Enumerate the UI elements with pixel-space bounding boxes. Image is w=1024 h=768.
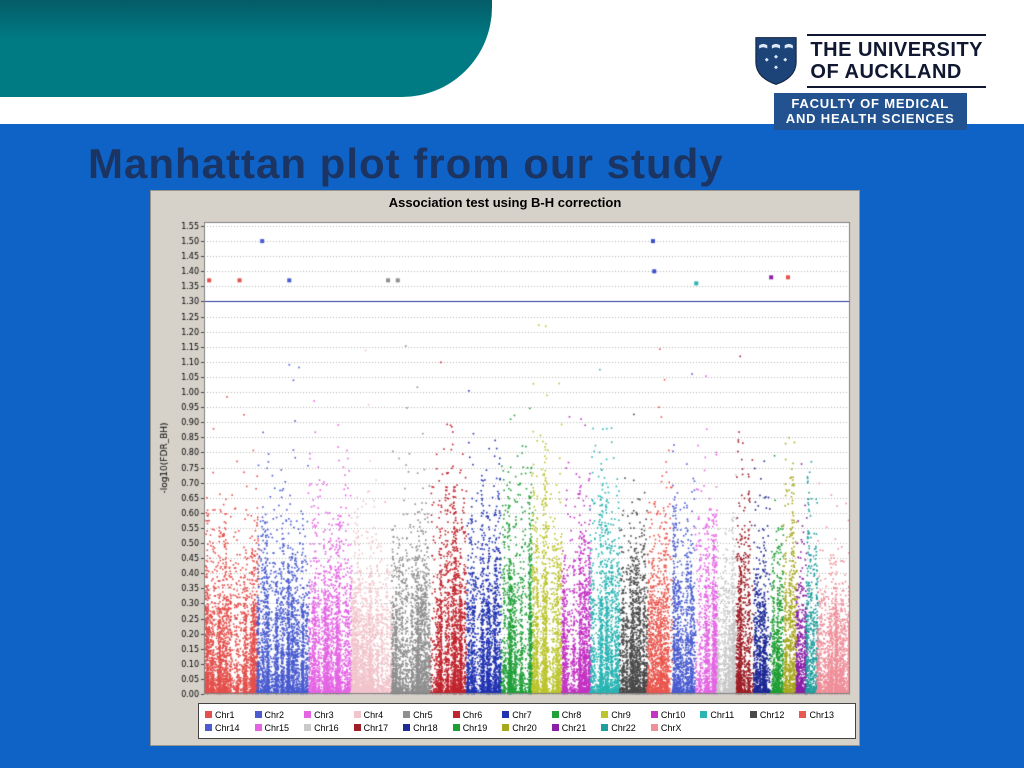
university-crest-icon bbox=[755, 37, 798, 85]
university-logo: THE UNIVERSITY OF AUCKLAND FACULTY OF ME… bbox=[754, 34, 986, 130]
legend-item-chr8: Chr8 bbox=[551, 709, 602, 720]
legend-swatch-icon bbox=[601, 724, 609, 731]
legend-label: Chr10 bbox=[660, 709, 686, 720]
legend-label: Chr18 bbox=[413, 722, 438, 733]
legend-swatch-icon bbox=[502, 724, 510, 731]
legend-item-chr13: Chr13 bbox=[799, 710, 849, 720]
legend-item-chr6: Chr6 bbox=[452, 709, 503, 720]
legend-swatch-icon bbox=[551, 711, 559, 718]
legend-item-chr15: Chr15 bbox=[254, 722, 305, 733]
university-name: THE UNIVERSITY OF AUCKLAND bbox=[807, 34, 986, 88]
legend-swatch-icon bbox=[254, 711, 262, 718]
legend-item-chr4: Chr4 bbox=[353, 709, 404, 720]
legend-label: Chr16 bbox=[314, 722, 339, 733]
legend-swatch-icon bbox=[452, 711, 460, 718]
manhattan-chart-panel: Association test using B-H correction Ch… bbox=[150, 190, 860, 746]
header-band: THE UNIVERSITY OF AUCKLAND FACULTY OF ME… bbox=[0, 0, 1024, 130]
legend-swatch-icon bbox=[205, 724, 212, 731]
legend-label: Chr11 bbox=[710, 709, 735, 720]
legend-item-chr22: Chr22 bbox=[601, 723, 651, 733]
legend-swatch-icon bbox=[749, 711, 757, 718]
legend-swatch-icon bbox=[304, 724, 312, 731]
legend-item-chr16: Chr16 bbox=[304, 723, 354, 733]
legend-item-chr19: Chr19 bbox=[452, 722, 503, 733]
legend-item-chr11: Chr11 bbox=[700, 710, 750, 720]
legend-swatch-icon bbox=[353, 711, 361, 718]
legend-item-chr10: Chr10 bbox=[650, 709, 701, 720]
legend-swatch-icon bbox=[502, 711, 510, 718]
logo-row: THE UNIVERSITY OF AUCKLAND bbox=[754, 34, 986, 88]
legend-label: Chr21 bbox=[561, 722, 587, 733]
legend-label: Chr12 bbox=[759, 709, 785, 720]
legend-swatch-icon bbox=[650, 724, 658, 731]
legend-label: Chr9 bbox=[611, 709, 631, 720]
legend-swatch-icon bbox=[304, 711, 312, 718]
legend-label: Chr7 bbox=[512, 709, 532, 720]
legend-swatch-icon bbox=[601, 711, 609, 718]
manhattan-plot-canvas bbox=[154, 212, 856, 702]
legend-item-chr9: Chr9 bbox=[601, 710, 651, 720]
legend-label: Chr14 bbox=[215, 722, 240, 733]
slide-title: Manhattan plot from our study bbox=[88, 140, 724, 187]
faculty-line2: AND HEALTH SCIENCES bbox=[785, 111, 955, 127]
legend-item-chr2: Chr2 bbox=[254, 709, 305, 720]
legend-swatch-icon bbox=[254, 724, 262, 731]
chart-title: Association test using B-H correction bbox=[388, 195, 622, 210]
legend-label: Chr3 bbox=[314, 709, 334, 720]
legend-label: Chr22 bbox=[611, 722, 636, 733]
legend-swatch-icon bbox=[205, 711, 212, 718]
faculty-line1: FACULTY OF MEDICAL bbox=[791, 96, 950, 111]
legend-label: Chr2 bbox=[264, 709, 285, 720]
faculty-banner: FACULTY OF MEDICAL AND HEALTH SCIENCES bbox=[773, 93, 967, 130]
legend-item-chr21: Chr21 bbox=[551, 722, 602, 733]
legend-swatch-icon bbox=[353, 724, 361, 731]
legend-swatch-icon bbox=[551, 724, 559, 731]
legend-item-chrx: ChrX bbox=[650, 722, 701, 733]
legend-item-chr14: Chr14 bbox=[205, 723, 255, 733]
legend-label: Chr1 bbox=[215, 709, 235, 720]
legend-swatch-icon bbox=[403, 724, 411, 731]
legend-label: Chr20 bbox=[512, 722, 537, 733]
legend-label: Chr4 bbox=[363, 709, 384, 720]
legend-swatch-icon bbox=[799, 711, 807, 718]
legend-label: Chr8 bbox=[561, 709, 582, 720]
legend-label: Chr17 bbox=[363, 722, 389, 733]
legend-item-chr12: Chr12 bbox=[749, 709, 800, 720]
legend-swatch-icon bbox=[650, 711, 658, 718]
legend-label: Chr5 bbox=[413, 709, 433, 720]
chart-legend: Chr1 Chr2 Chr3 Chr4 Chr5 Chr6 Chr7 Chr8 Chr9 Chr1… bbox=[198, 703, 856, 739]
legend-label: Chr13 bbox=[809, 709, 834, 720]
legend-label: Chr19 bbox=[462, 722, 488, 733]
university-name-line2: OF AUCKLAND bbox=[810, 61, 962, 83]
legend-swatch-icon bbox=[403, 711, 411, 718]
legend-item-chr17: Chr17 bbox=[353, 722, 404, 733]
university-name-line1: THE UNIVERSITY bbox=[810, 39, 983, 61]
teal-swoosh bbox=[0, 0, 492, 97]
legend-label: Chr15 bbox=[264, 722, 290, 733]
legend-item-chr3: Chr3 bbox=[304, 710, 354, 720]
legend-item-chr5: Chr5 bbox=[403, 710, 453, 720]
legend-swatch-icon bbox=[700, 711, 708, 718]
legend-item-chr1: Chr1 bbox=[205, 710, 255, 720]
legend-label: Chr6 bbox=[462, 709, 483, 720]
legend-item-chr7: Chr7 bbox=[502, 710, 552, 720]
legend-item-chr20: Chr20 bbox=[502, 723, 552, 733]
legend-item-chr18: Chr18 bbox=[403, 723, 453, 733]
legend-label: ChrX bbox=[660, 722, 682, 733]
legend-swatch-icon bbox=[452, 724, 460, 731]
